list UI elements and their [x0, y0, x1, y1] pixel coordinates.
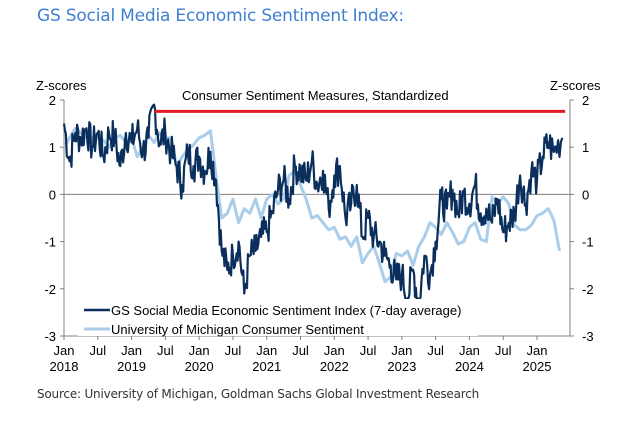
x-tick-label: Jul [495, 343, 512, 358]
x-tick-label: Jan [459, 343, 480, 358]
legend: GS Social Media Economic Sentiment Index… [78, 299, 478, 337]
x-tick-year-label: 2021 [252, 359, 281, 374]
x-tick-label: Jan [256, 343, 277, 358]
y-tick-label-left: -2 [44, 282, 56, 297]
x-tick-label: Jan [54, 343, 75, 358]
x-tick-label: Jul [292, 343, 309, 358]
page-title: GS Social Media Economic Sentiment Index… [37, 6, 404, 26]
chart-title: Consumer Sentiment Measures, Standardize… [182, 88, 449, 103]
x-tick-year-label: 2018 [50, 359, 79, 374]
y-tick-label-right: 1 [582, 140, 589, 155]
x-tick-label: Jan [189, 343, 210, 358]
x-tick-label: Jul [225, 343, 242, 358]
x-tick-label: Jul [427, 343, 444, 358]
y-tick-label-right: 0 [582, 187, 589, 202]
x-tick-label: Jul [157, 343, 174, 358]
y-axis-label-right: Z-scores [550, 78, 601, 93]
x-tick-year-label: 2019 [117, 359, 146, 374]
legend-background [78, 299, 478, 336]
x-tick-year-label: 2023 [387, 359, 416, 374]
y-tick-label-left: 2 [49, 93, 56, 108]
source-note: Source: University of Michigan, Goldman … [37, 387, 480, 401]
x-tick-year-label: 2020 [185, 359, 214, 374]
x-tick-label: Jan [391, 343, 412, 358]
x-tick-label: Jan [324, 343, 345, 358]
y-tick-label-left: -3 [44, 329, 56, 344]
y-axis-label-left: Z-scores [36, 78, 87, 93]
x-tick-year-label: 2024 [455, 359, 484, 374]
legend-label-gs-index: GS Social Media Economic Sentiment Index… [111, 303, 461, 318]
x-tick-label: Jul [360, 343, 377, 358]
y-tick-label-left: 0 [49, 187, 56, 202]
x-tick-year-label: 2025 [523, 359, 552, 374]
x-tick-label: Jan [527, 343, 548, 358]
x-tick-label: Jan [121, 343, 142, 358]
legend-label-umich: University of Michigan Consumer Sentimen… [111, 322, 364, 337]
x-tick-year-label: 2022 [320, 359, 349, 374]
y-tick-label-left: -1 [44, 235, 56, 250]
y-tick-label-right: 2 [582, 93, 589, 108]
y-tick-label-right: -3 [582, 329, 594, 344]
y-tick-label-right: -1 [582, 235, 594, 250]
y-tick-label-left: 1 [49, 140, 56, 155]
gs-index-series-line [62, 103, 564, 312]
x-tick-label: Jul [89, 343, 106, 358]
y-tick-label-right: -2 [582, 282, 594, 297]
